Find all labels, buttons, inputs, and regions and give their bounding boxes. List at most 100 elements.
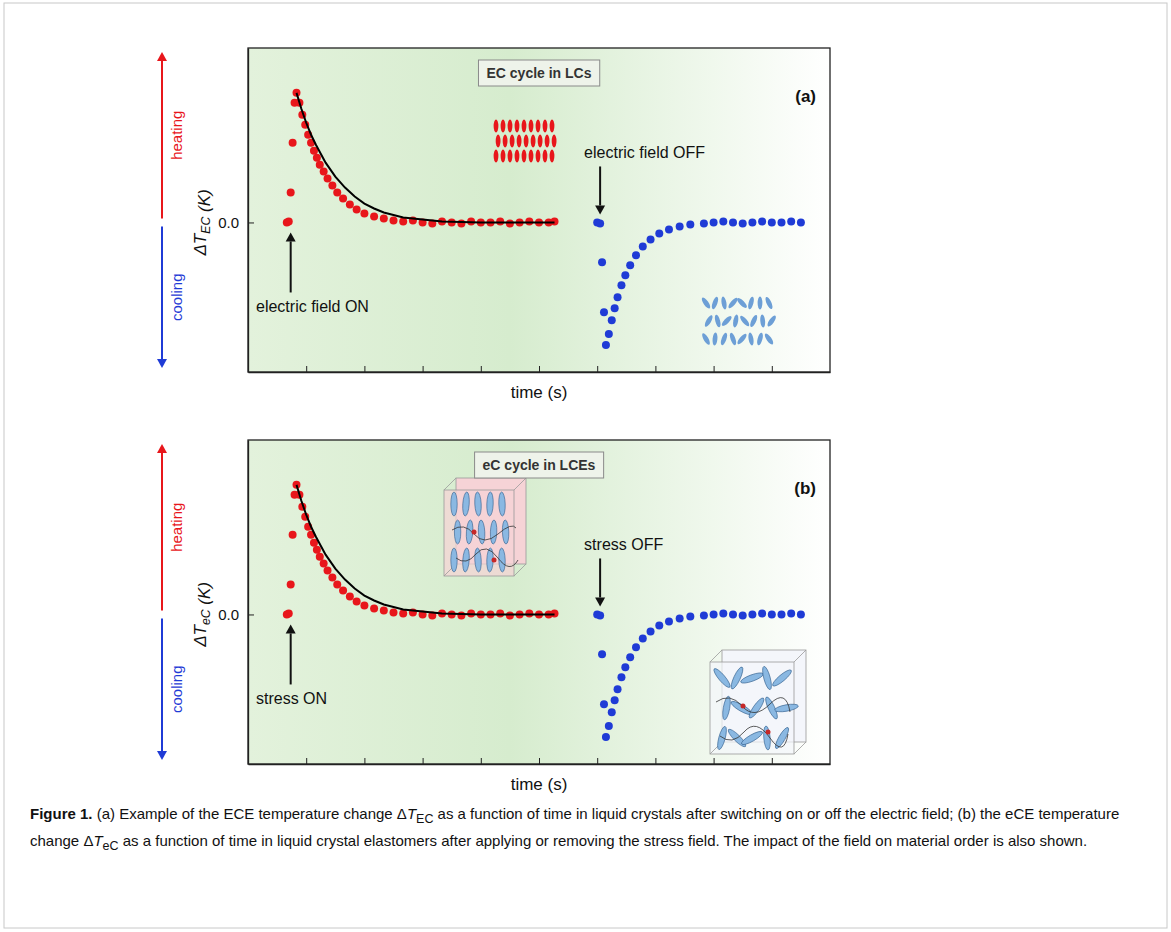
data-point	[719, 609, 727, 617]
subscript: EC	[416, 812, 433, 826]
data-point	[457, 611, 465, 619]
data-point	[748, 610, 756, 618]
inset-molecule	[747, 296, 755, 310]
inset-molecule	[502, 520, 509, 544]
data-point	[778, 218, 786, 226]
inset-molecule	[747, 696, 766, 719]
subscript: eC	[199, 609, 213, 625]
x-tick-mark	[655, 366, 656, 372]
x-tick	[423, 366, 424, 372]
x-tick-mark	[539, 758, 540, 764]
inset-molecule	[729, 666, 745, 690]
inset-molecule	[701, 332, 712, 346]
data-point	[320, 168, 328, 176]
data-point	[285, 217, 293, 225]
inset-box-edge	[514, 564, 526, 576]
data-point	[598, 258, 606, 266]
inset-molecule	[720, 315, 733, 328]
data-point	[611, 696, 619, 704]
inset-molecule	[496, 135, 501, 148]
data-point	[380, 214, 388, 222]
inset-molecule	[774, 703, 799, 713]
x-tick	[481, 758, 482, 764]
inset-crosslink	[766, 730, 771, 735]
x-tick-mark	[597, 758, 598, 764]
caption-label: Figure 1.	[30, 805, 93, 822]
data-point	[287, 189, 295, 197]
inset-molecule	[501, 150, 506, 163]
y-axis-title: ΔTEC (K)	[191, 189, 214, 256]
x-tick-mark	[772, 758, 773, 764]
fit-line	[297, 485, 555, 615]
data-point	[729, 218, 737, 226]
data-point	[700, 219, 708, 227]
inset-molecule	[503, 135, 508, 148]
data-point	[600, 700, 608, 708]
y-axis-title: ΔTeC (K)	[191, 582, 214, 648]
subscript: EC	[199, 217, 213, 234]
panel-title: eC cycle in LCEs	[483, 457, 596, 473]
text-part: ΔT	[191, 232, 210, 256]
annotation: electric field ON	[256, 298, 369, 315]
annotation: electric field OFF	[584, 144, 705, 161]
inset-molecule	[522, 120, 527, 133]
inset-molecule	[771, 668, 793, 688]
inset-molecule	[703, 314, 714, 328]
x-tick-mark	[423, 758, 424, 764]
inset-box-edge	[514, 478, 526, 490]
x-tick-mark	[364, 758, 365, 764]
data-point	[602, 733, 610, 741]
data-point	[353, 598, 361, 606]
data-point	[328, 574, 336, 582]
off-arrow-shaft	[599, 558, 601, 597]
inset-molecule	[524, 135, 529, 148]
heating-label: heating	[168, 111, 185, 160]
x-tick	[597, 366, 598, 372]
data-point	[647, 235, 655, 243]
cooling-arrow-shaft	[161, 226, 163, 359]
inset-molecule	[700, 296, 711, 309]
inset-molecule	[510, 135, 515, 148]
data-point	[614, 685, 622, 693]
inset-molecule	[515, 150, 520, 163]
data-point	[626, 261, 634, 269]
data-point	[665, 225, 673, 233]
inset-box	[444, 478, 526, 576]
heating-arrow-head	[157, 444, 167, 453]
cooling-arrow-head	[157, 751, 167, 760]
data-point	[285, 609, 293, 617]
data-point	[313, 154, 321, 162]
data-point	[632, 643, 640, 651]
inset-chain	[716, 698, 790, 713]
inset-molecule	[478, 520, 486, 544]
y-tick-mark	[248, 614, 254, 615]
data-point	[758, 217, 766, 225]
data-point	[324, 567, 332, 575]
data-point	[598, 650, 606, 658]
inset-molecule	[522, 150, 527, 163]
y-tick-mark	[248, 222, 254, 223]
data-point	[370, 212, 378, 220]
scatter-series	[593, 217, 805, 349]
title-box: eC cycle in LCEs	[475, 452, 604, 478]
data-point	[639, 634, 647, 642]
data-point	[390, 608, 398, 616]
inset-molecule	[732, 314, 739, 328]
inset-molecule	[517, 135, 522, 148]
data-point	[632, 251, 640, 259]
heating-label: heating	[168, 503, 185, 552]
heating-arrow	[157, 52, 167, 218]
data-point	[611, 304, 619, 312]
inset-molecule	[543, 120, 548, 133]
x-tick	[655, 758, 656, 764]
data-point	[700, 611, 708, 619]
x-tick	[772, 758, 773, 764]
inset-molecule	[761, 666, 773, 691]
italic-part: T	[93, 832, 102, 849]
text-part: ΔT	[191, 623, 210, 647]
data-point	[346, 593, 354, 601]
inset-box	[710, 650, 806, 754]
scatter-series	[283, 89, 559, 228]
cooling-arrow-shaft	[161, 618, 163, 751]
data-point	[617, 673, 625, 681]
